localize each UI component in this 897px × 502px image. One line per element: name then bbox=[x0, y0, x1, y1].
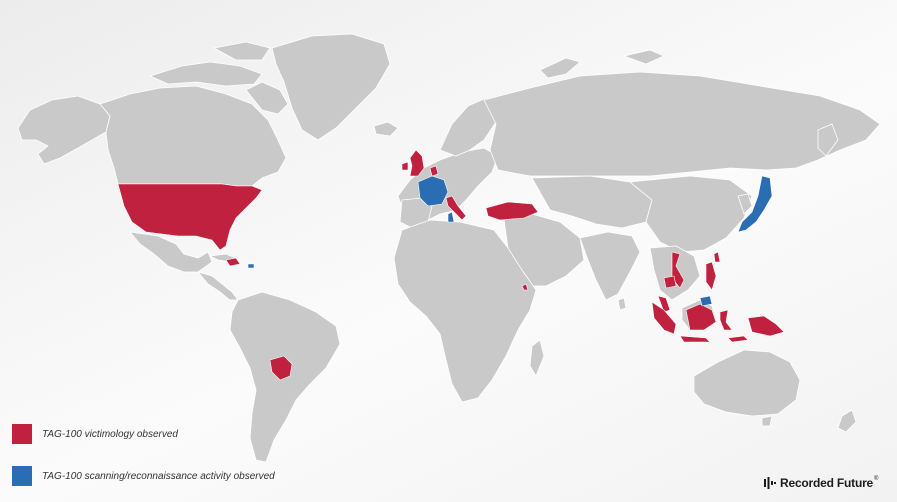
new-zealand bbox=[837, 409, 857, 433]
mexico bbox=[129, 231, 213, 273]
country-indonesia-sumatra bbox=[651, 301, 677, 335]
central-america bbox=[197, 271, 239, 301]
baffin-island bbox=[245, 81, 289, 115]
madagascar bbox=[529, 339, 545, 377]
brand-registered-mark: ® bbox=[874, 476, 879, 482]
country-djibouti bbox=[521, 283, 529, 291]
country-malaysia bbox=[657, 295, 671, 313]
legend-label-scanning: TAG-100 scanning/reconnaissance activity… bbox=[42, 470, 275, 482]
china bbox=[629, 175, 753, 253]
legend-swatch-victimology bbox=[12, 424, 32, 444]
arctic-islands bbox=[149, 61, 263, 87]
country-united-kingdom bbox=[409, 149, 425, 177]
country-netherlands bbox=[429, 165, 439, 177]
country-indonesia-sulawesi bbox=[719, 309, 733, 331]
country-united-states bbox=[117, 183, 263, 251]
iceland bbox=[373, 121, 399, 137]
country-indonesia-kalimantan bbox=[685, 303, 717, 331]
country-philippines bbox=[705, 261, 717, 291]
country-italy bbox=[445, 195, 467, 221]
sri-lanka bbox=[617, 297, 627, 311]
ellesmere bbox=[213, 41, 271, 61]
country-papua-new-guinea bbox=[747, 315, 785, 337]
country-france bbox=[417, 175, 449, 207]
country-paraguay bbox=[269, 355, 293, 381]
tasmania bbox=[761, 415, 773, 427]
country-taiwan bbox=[713, 251, 721, 263]
land-layer bbox=[17, 33, 881, 463]
severnaya-zemlya bbox=[623, 49, 665, 65]
country-tunisia bbox=[447, 211, 455, 223]
kamchatka bbox=[817, 123, 839, 157]
australia bbox=[693, 349, 801, 417]
country-dominican-republic bbox=[225, 257, 241, 267]
alaska bbox=[17, 95, 111, 165]
legend-swatch-scanning bbox=[12, 466, 32, 486]
country-indonesia-east bbox=[727, 335, 749, 343]
country-puerto-rico bbox=[247, 263, 255, 269]
brand-name: Recorded Future bbox=[780, 476, 874, 490]
legend-item-scanning: TAG-100 scanning/reconnaissance activity… bbox=[12, 466, 275, 486]
victimology-layer bbox=[117, 149, 785, 381]
brand-logo: Recorded Future ® bbox=[763, 476, 878, 490]
russia bbox=[483, 71, 881, 177]
country-japan bbox=[737, 175, 773, 233]
africa bbox=[393, 219, 537, 403]
canada bbox=[99, 85, 287, 187]
novaya-zemlya bbox=[539, 57, 581, 79]
country-ireland-uk-northern bbox=[401, 161, 409, 171]
country-cambodia bbox=[663, 275, 677, 289]
country-turkey bbox=[485, 201, 539, 221]
legend-label-victimology: TAG-100 victimology observed bbox=[42, 428, 178, 440]
legend-item-victimology: TAG-100 victimology observed bbox=[12, 424, 178, 444]
central-asia bbox=[531, 175, 653, 229]
greenland bbox=[271, 33, 391, 141]
country-brunei-sabah bbox=[699, 295, 713, 307]
india bbox=[579, 231, 641, 301]
korea bbox=[737, 193, 753, 215]
recorded-future-logo-icon bbox=[764, 477, 776, 489]
country-indonesia-java bbox=[679, 335, 711, 343]
scanning-layer bbox=[247, 175, 773, 307]
